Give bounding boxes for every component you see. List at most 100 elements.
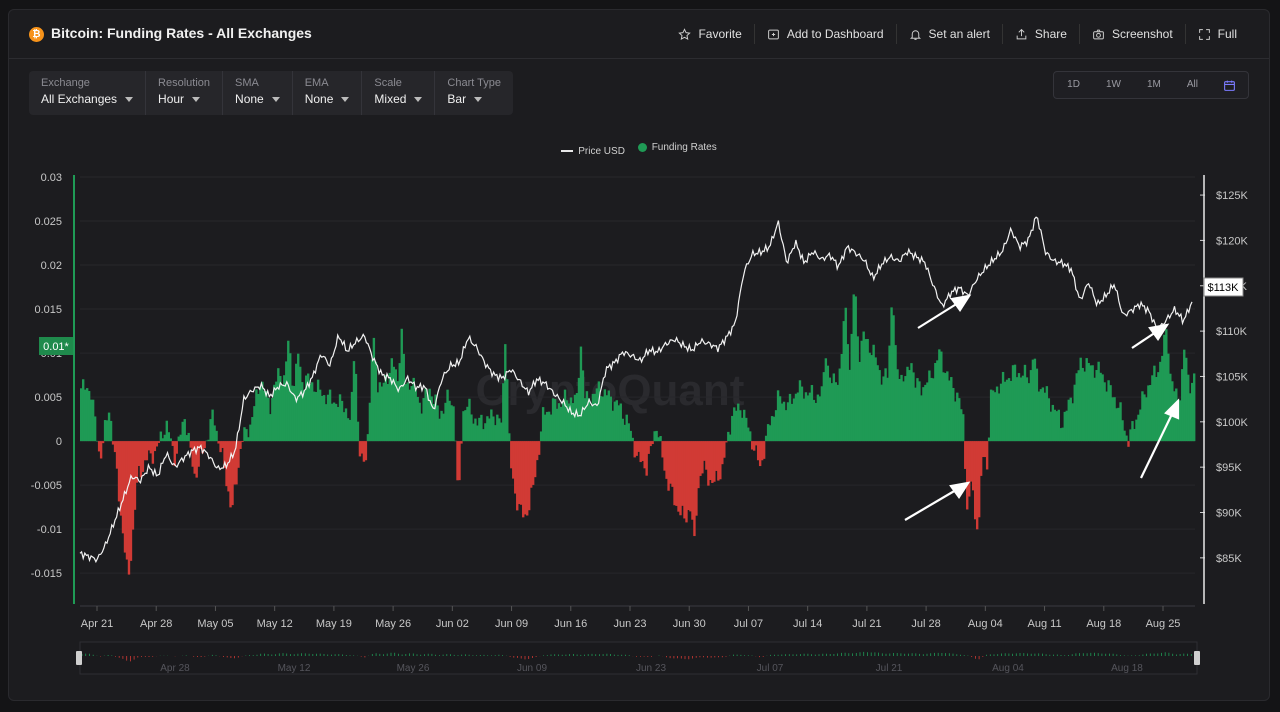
funding-bar (754, 441, 758, 446)
exchange-select[interactable]: Exchange All Exchanges (29, 71, 145, 115)
funding-bar (956, 392, 959, 442)
funding-bar (342, 412, 346, 442)
funding-bar (426, 395, 429, 442)
navigator-right-handle[interactable] (1194, 651, 1200, 665)
funding-bar (826, 365, 830, 442)
funding-bar (370, 359, 374, 442)
funding-bar (1007, 378, 1011, 442)
funding-bar (440, 410, 443, 442)
funding-bar (80, 388, 83, 442)
sma-select[interactable]: SMA None (222, 71, 292, 115)
share-button[interactable]: Share (1001, 24, 1079, 44)
funding-bar (1101, 374, 1104, 442)
funding-bar (506, 379, 509, 442)
funding-bar (400, 328, 403, 442)
favorite-button[interactable]: Favorite (666, 24, 753, 44)
funding-bar (123, 441, 127, 553)
funding-bar (977, 441, 981, 518)
chart-type-select[interactable]: Chart Type Bar (434, 71, 513, 115)
funding-bar (619, 403, 622, 442)
exchange-value: All Exchanges (41, 92, 118, 106)
funding-bar (201, 441, 204, 454)
navigator-left-handle[interactable] (76, 651, 82, 665)
range-navigator[interactable]: Apr 28 May 12 May 26 Jun 09 Jun 23 Jul 07 Jul … (76, 641, 1200, 675)
ema-select[interactable]: EMA None (291, 71, 362, 115)
x-tick-label: Jun 16 (554, 618, 587, 630)
fullscreen-icon (1198, 28, 1210, 40)
funding-bar (886, 377, 889, 442)
funding-bar (91, 399, 95, 442)
range-1w-button[interactable]: 1W (1105, 79, 1121, 90)
resolution-select[interactable]: Resolution Hour (145, 71, 222, 115)
range-1d-button[interactable]: 1D (1067, 79, 1080, 90)
funding-bar (225, 441, 228, 487)
funding-bar (1015, 377, 1019, 442)
y-left-tick-label: -0.005 (31, 480, 62, 492)
funding-bar (460, 441, 463, 444)
x-tick-label: Jun 02 (436, 618, 469, 630)
arrow-annotation (1131, 331, 1157, 349)
funding-bar (233, 441, 236, 485)
arrow-annotation (1140, 413, 1173, 479)
funding-bar (723, 441, 726, 458)
funding-bar (241, 441, 244, 443)
funding-bar (526, 441, 529, 516)
funding-bar (862, 331, 865, 442)
funding-bar (603, 389, 607, 442)
x-tick-label: Jul 07 (734, 618, 763, 630)
scale-select[interactable]: Scale Mixed (361, 71, 434, 115)
screenshot-button[interactable]: Screenshot (1078, 24, 1185, 44)
funding-bar (808, 392, 812, 442)
range-all-button[interactable]: All (1186, 79, 1198, 90)
date-picker-button[interactable] (1211, 72, 1248, 98)
funding-bar (141, 441, 145, 472)
funding-bar (1105, 391, 1108, 442)
funding-bar (685, 441, 688, 523)
current-price-tag: $113K (1203, 277, 1244, 297)
funding-bar (968, 441, 971, 497)
funding-bar (890, 307, 893, 442)
funding-bar (267, 397, 270, 442)
funding-bar (95, 440, 99, 442)
funding-bar (1069, 397, 1072, 442)
funding-bar (832, 373, 836, 442)
funding-bar (245, 429, 248, 442)
funding-bar (814, 402, 818, 442)
funding-bar (253, 406, 256, 442)
set-alert-button[interactable]: Set an alert (895, 24, 1002, 44)
funding-bar (1095, 370, 1098, 442)
range-1m-button[interactable]: 1M (1146, 79, 1161, 90)
funding-bar (133, 441, 137, 510)
funding-bar (673, 441, 676, 506)
funding-bar (424, 388, 427, 442)
favorite-label: Favorite (698, 27, 742, 41)
funding-bar (257, 393, 260, 442)
funding-bar (364, 441, 368, 461)
funding-bar (422, 398, 425, 442)
funding-bar (512, 441, 515, 479)
y-right-tick-label: $90K (1216, 508, 1242, 520)
funding-bar (504, 344, 507, 442)
funding-bar (1081, 367, 1084, 442)
add-to-dashboard-button[interactable]: Add to Dashboard (753, 24, 896, 44)
funding-bar (207, 439, 210, 442)
legend-price[interactable]: Price USD (561, 146, 625, 157)
funding-bar (237, 441, 240, 468)
funding-bar (83, 389, 87, 442)
funding-bar (360, 441, 364, 454)
funding-bar (788, 393, 792, 442)
funding-bar (1019, 377, 1023, 442)
scale-label: Scale (374, 77, 402, 89)
funding-bar (587, 398, 591, 442)
funding-bar (117, 441, 121, 502)
funding-bar (705, 441, 708, 470)
fullscreen-button[interactable]: Full (1184, 24, 1249, 44)
funding-bar (131, 441, 135, 530)
legend-funding[interactable]: Funding Rates (637, 142, 717, 153)
funding-bar (340, 400, 344, 442)
funding-bar (810, 385, 814, 442)
funding-bar (472, 423, 475, 442)
funding-bar (693, 441, 696, 537)
funding-bar (1053, 409, 1057, 442)
